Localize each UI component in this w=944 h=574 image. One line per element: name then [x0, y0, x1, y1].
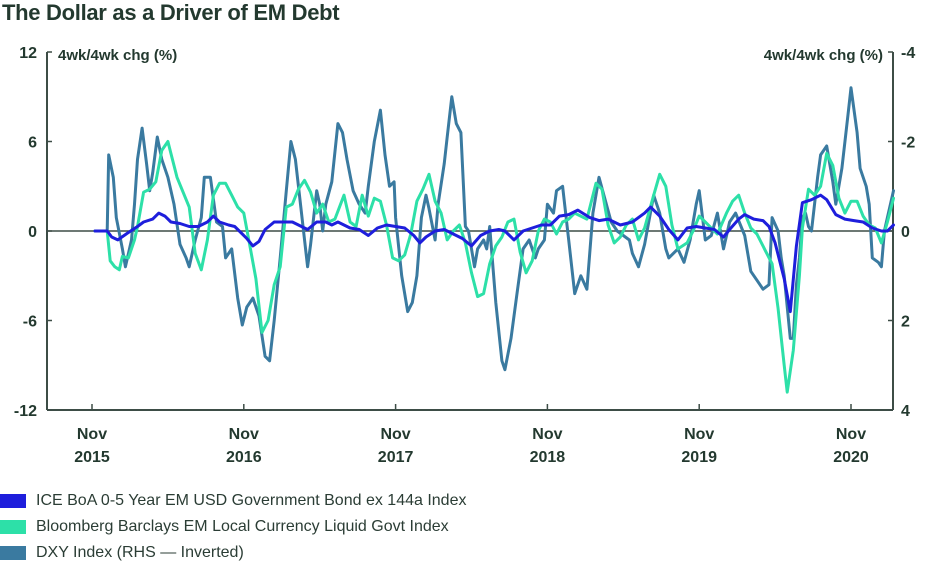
left-tick-label: -6 [23, 314, 37, 331]
x-tick-label-year: 2019 [681, 449, 717, 466]
right-tick-label: 0 [901, 224, 910, 241]
right-tick-label: -4 [901, 45, 915, 62]
x-tick-label-year: 2016 [226, 449, 262, 466]
chart-area: 12 6 0 -6 -12 -4 -2 0 2 4 Nov 2015 Nov 2016 Nov 2017 Nov… [14, 45, 915, 466]
series-layer [93, 86, 895, 394]
x-tick-label-year: 2015 [74, 449, 110, 466]
right-tick-label: 2 [901, 314, 910, 331]
left-tick-label: -12 [14, 403, 37, 420]
chart-title: The Dollar as a Driver of EM Debt [2, 0, 340, 25]
legend: ICE BoA 0-5 Year EM USD Government Bond … [0, 488, 466, 566]
legend-label: Bloomberg Barclays EM Local Currency Liq… [36, 518, 449, 535]
series-ice-boa-line [93, 193, 895, 314]
axis-labels: 12 6 0 -6 -12 -4 -2 0 2 4 Nov 2015 Nov 2016 Nov 2017 Nov… [14, 45, 915, 466]
x-tick-label-month: Nov [684, 426, 714, 443]
legend-label: DXY Index (RHS — Inverted) [36, 544, 244, 561]
legend-item-dxy: DXY Index (RHS — Inverted) [0, 540, 466, 566]
x-tick-label-month: Nov [532, 426, 562, 443]
series-dxy-line [93, 86, 895, 372]
x-tick-label-month: Nov [380, 426, 410, 443]
x-tick-label-month: Nov [229, 426, 259, 443]
left-axis-label: 4wk/4wk chg (%) [58, 47, 177, 64]
x-tick-label-month: Nov [836, 426, 866, 443]
legend-swatch [0, 494, 26, 508]
x-tick-label-year: 2020 [833, 449, 869, 466]
series-bloomberg-barclays-line [93, 140, 895, 394]
legend-item-ice-boa: ICE BoA 0-5 Year EM USD Government Bond … [0, 488, 466, 514]
x-tick-label-year: 2018 [530, 449, 566, 466]
legend-item-bloomberg-barclays: Bloomberg Barclays EM Local Currency Liq… [0, 514, 466, 540]
x-tick-label-month: Nov [77, 426, 107, 443]
right-tick-label: 4 [901, 403, 910, 420]
legend-label: ICE BoA 0-5 Year EM USD Government Bond … [36, 492, 467, 509]
legend-swatch [0, 546, 26, 560]
x-tick-label-year: 2017 [378, 449, 414, 466]
legend-swatch [0, 520, 26, 534]
left-tick-label: 12 [19, 45, 37, 62]
left-tick-label: 0 [28, 224, 37, 241]
right-tick-label: -2 [901, 135, 915, 152]
left-tick-label: 6 [28, 135, 37, 152]
right-axis-label: 4wk/4wk chg (%) [764, 47, 883, 64]
